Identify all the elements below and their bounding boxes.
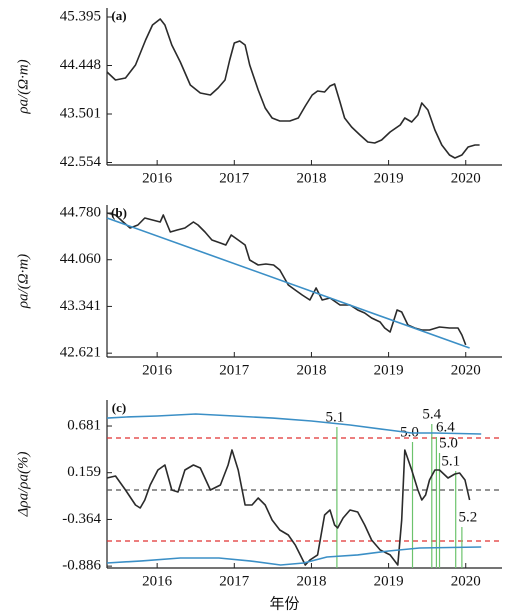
y-axis-label: ρa/(Ω·m)	[15, 59, 31, 114]
x-tick-label: 2018	[296, 170, 326, 186]
event-label: 5.0	[439, 435, 458, 451]
x-tick-label: 2018	[296, 573, 326, 589]
x-axis-label: 年份	[269, 595, 299, 613]
y-tick-label: 43.341	[60, 298, 101, 314]
x-tick-label: 2019	[374, 362, 404, 378]
x-tick-label: 2017	[219, 170, 250, 186]
x-tick-label: 2016	[142, 573, 173, 589]
panel-label: (a)	[111, 8, 126, 23]
x-tick-label: 2019	[374, 573, 404, 589]
event-label: 6.4	[436, 419, 455, 435]
x-tick-label: 2019	[374, 170, 404, 186]
x-tick-label: 2016	[142, 170, 173, 186]
panel-label: (c)	[112, 400, 126, 415]
x-tick-label: 2020	[451, 362, 481, 378]
y-tick-label: 43.501	[60, 105, 101, 121]
event-label: 5.2	[459, 509, 478, 525]
event-label: 5.4	[422, 406, 441, 422]
x-tick-label: 2020	[451, 573, 481, 589]
y-tick-label: 42.554	[60, 154, 102, 170]
x-tick-label: 2018	[296, 362, 326, 378]
x-tick-label: 2016	[142, 362, 173, 378]
y-tick-label: 44.448	[60, 57, 101, 73]
y-axis-label: Δρa/ρa(%)	[15, 452, 31, 518]
x-tick-label: 2017	[219, 573, 250, 589]
series-line	[106, 546, 482, 566]
y-axis-label: ρa/(Ω·m)	[15, 254, 31, 309]
x-tick-label: 2020	[451, 170, 481, 186]
y-tick-label: -0.886	[62, 558, 101, 574]
panel-label: (b)	[111, 205, 127, 220]
series-line	[106, 217, 470, 349]
y-tick-label: 45.395	[60, 8, 101, 24]
y-tick-label: 0.681	[67, 417, 101, 433]
event-label: 5.1	[441, 453, 460, 469]
y-tick-label: 44.780	[60, 204, 101, 220]
event-label: 5.1	[326, 409, 345, 425]
series-line	[106, 413, 482, 435]
y-tick-label: 42.621	[60, 345, 101, 361]
x-tick-label: 2017	[219, 362, 250, 378]
y-tick-label: 0.159	[67, 464, 101, 480]
y-tick-label: 44.060	[60, 251, 101, 267]
series-line	[106, 18, 480, 159]
series-line	[106, 212, 467, 346]
y-tick-label: -0.364	[62, 511, 101, 527]
